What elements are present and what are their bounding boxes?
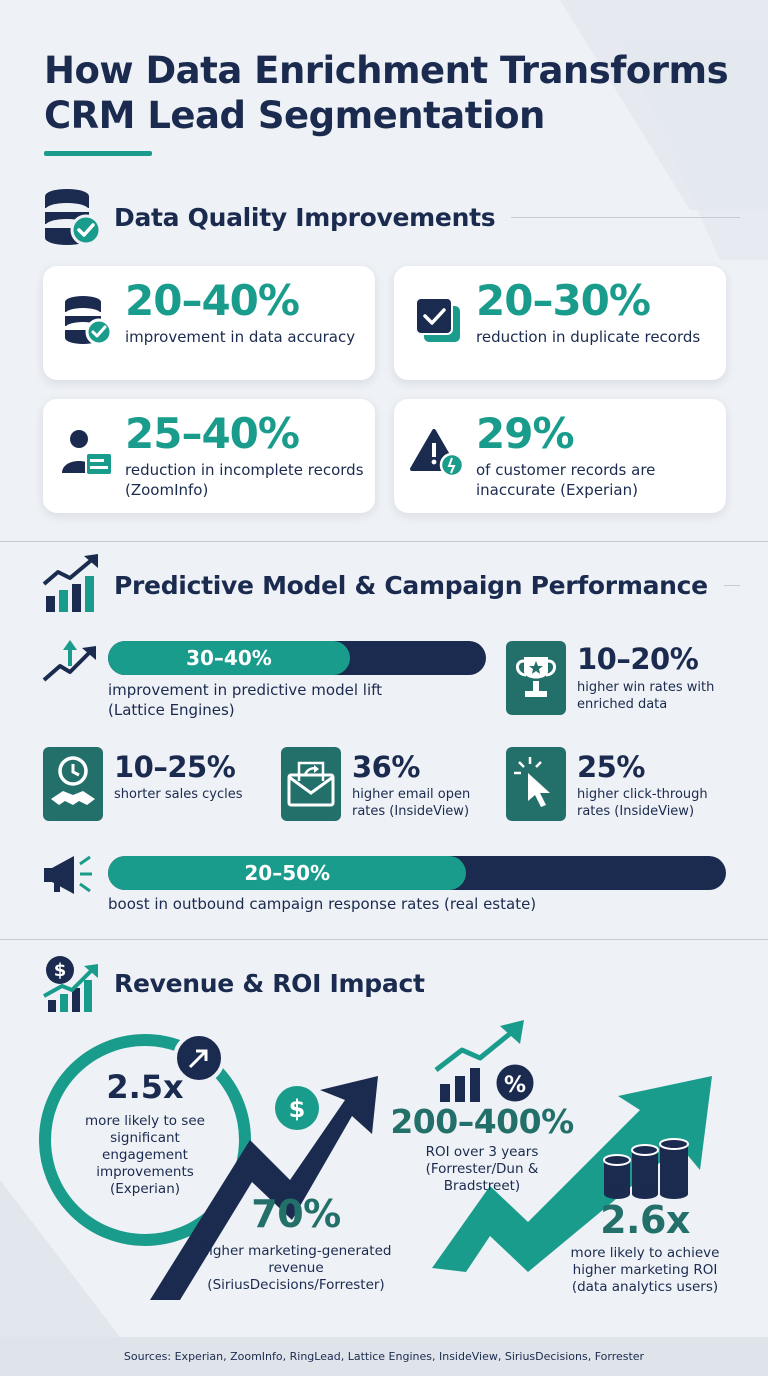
win-rate-value: 10–20%: [577, 642, 699, 676]
roi-arrow: [432, 1076, 712, 1272]
analytics-roi-description: more likely to achieve higher marketing …: [570, 1245, 720, 1295]
response-progress-bar: 20–50%: [108, 856, 726, 890]
trend-up-icon: [42, 640, 96, 682]
warning-icon: [410, 429, 465, 478]
coin-stack-icon: [603, 1138, 689, 1199]
stat-value: 20–40%: [125, 276, 300, 325]
ctr-value: 25%: [577, 750, 645, 784]
roi-value: 200–400%: [390, 1102, 574, 1141]
cycles-tile: [43, 747, 103, 821]
svg-text:$: $: [54, 960, 67, 981]
sources-footer: Sources: Experian, ZoomInfo, RingLead, L…: [0, 1337, 768, 1376]
revenue-section-header: $ Revenue & ROI Impact: [40, 952, 740, 1014]
svg-text:$: $: [289, 1095, 306, 1123]
response-progress-value: 20–50%: [244, 861, 331, 885]
lift-progress-bar: 30–40%: [108, 641, 486, 675]
engagement-value: 2.5x: [106, 1068, 184, 1106]
quality-heading: Data Quality Improvements: [114, 202, 496, 232]
revenue-arrow: [150, 1076, 378, 1300]
quality-section-header: Data Quality Improvements: [40, 186, 740, 248]
lift-progress-value: 30–40%: [186, 646, 272, 670]
engagement-ring: [39, 1034, 251, 1246]
performance-section-header: Predictive Model & Campaign Performance: [40, 554, 740, 616]
sales-cycle-value: 10–25%: [114, 750, 236, 784]
response-description: boost in outbound campaign response rate…: [108, 895, 537, 913]
open-rate-value: 36%: [352, 750, 420, 784]
dollar-coin-icon: [275, 1086, 319, 1130]
stat-card-inaccurate: 29% of customer records are inaccurate (…: [394, 399, 726, 513]
duplicate-check-icon: [415, 297, 460, 342]
stat-description: improvement in data accuracy: [125, 328, 356, 346]
analytics-roi-value: 2.6x: [600, 1198, 690, 1242]
ctr-description: higher click-through rates (InsideView): [577, 787, 708, 819]
revenue-heading: Revenue & ROI Impact: [114, 968, 425, 998]
stat-value: 20–30%: [476, 276, 651, 325]
stat-value: 25–40%: [125, 409, 300, 458]
user-card-icon: [62, 430, 113, 476]
stat-card-duplicates: 20–30% reduction in duplicate records: [394, 266, 726, 380]
marketing-revenue-description: higher marketing-generated revenue (Siri…: [200, 1243, 392, 1293]
growth-chart-icon: [42, 554, 98, 612]
dollar-growth-icon: $: [43, 956, 98, 1012]
page-title: How Data Enrichment Transforms CRM Lead …: [44, 49, 729, 138]
stat-card-accuracy: 20–40% improvement in data accuracy: [43, 266, 375, 380]
roi-chart-icon: [440, 1084, 450, 1102]
stat-description: of customer records are inaccurate (Expe…: [476, 461, 656, 499]
section-divider: [0, 939, 768, 940]
ctr-tile: [506, 747, 566, 821]
database-check-icon: [45, 189, 102, 246]
database-check-icon: [65, 296, 113, 346]
marketing-revenue-value: 70%: [251, 1192, 341, 1236]
cursor-click-icon: [514, 757, 550, 807]
roi-description: ROI over 3 years (Forrester/Dun & Bradst…: [425, 1144, 539, 1194]
envelope-icon: [287, 761, 335, 807]
response-progress-fill: [108, 856, 467, 890]
stat-description: reduction in duplicate records: [476, 328, 701, 346]
win-rate-description: higher win rates with enriched data: [577, 680, 715, 712]
trophy-tile: [506, 641, 566, 715]
section-rule: [511, 216, 740, 218]
stat-description: reduction in incomplete records (ZoomInf…: [125, 461, 364, 499]
megaphone-icon: [44, 855, 92, 894]
sales-cycle-description: shorter sales cycles: [114, 787, 243, 802]
lift-description: improvement in predictive model lift (La…: [108, 681, 383, 719]
trophy-icon: [516, 657, 556, 697]
stat-value: 29%: [476, 409, 575, 458]
title-underline: [44, 151, 152, 156]
stat-card-incomplete: 25–40% reduction in incomplete records (…: [43, 399, 375, 513]
section-divider: [0, 541, 768, 542]
svg-text:%: %: [504, 1073, 526, 1098]
section-rule: [723, 584, 740, 586]
clock-handshake-icon: [51, 756, 95, 805]
engagement-description: more likely to see significant engagemen…: [85, 1113, 205, 1197]
revenue-graphics: $ %: [39, 1020, 712, 1300]
email-tile: [281, 747, 341, 821]
performance-heading: Predictive Model & Campaign Performance: [114, 570, 708, 600]
lift-progress-fill: [108, 641, 350, 675]
open-rate-description: higher email open rates (InsideView): [352, 787, 471, 819]
